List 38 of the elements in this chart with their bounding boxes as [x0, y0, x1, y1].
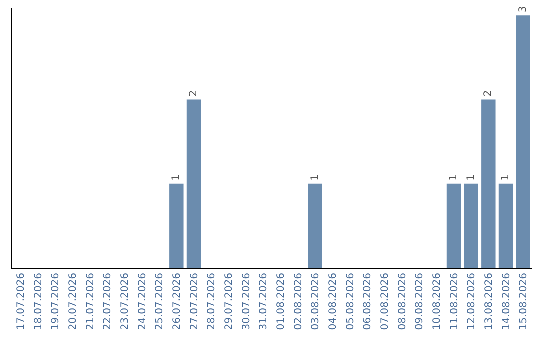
x-tick-label: 06.08.2026	[362, 273, 374, 330]
x-tick-label: 29.07.2026	[224, 273, 235, 330]
x-tick-label: 07.08.2026	[380, 273, 391, 330]
x-tick-label: 23.07.2026	[120, 273, 131, 330]
x-tick-label: 21.07.2026	[85, 273, 96, 330]
x-tick-label: 31.07.2026	[258, 273, 270, 330]
x-tick-label: 03.08.2026	[310, 273, 322, 330]
x-tick-label: 18.07.2026	[33, 273, 44, 330]
x-tick-label: 30.07.2026	[241, 273, 252, 330]
x-tick-label: 01.08.2026	[276, 273, 287, 330]
x-tick-label: 17.07.2026	[16, 273, 27, 330]
data-label: 1	[466, 174, 477, 181]
x-tick-label: 10.08.2026	[432, 273, 443, 330]
x-tick-label: 24.07.2026	[137, 273, 148, 330]
x-tick-label: 26.07.2026	[172, 273, 183, 330]
x-tick-label: 13.08.2026	[484, 273, 495, 330]
data-label: 1	[171, 174, 182, 181]
x-tick-label: 28.07.2026	[206, 273, 218, 330]
x-tick-label: 19.07.2026	[50, 273, 62, 330]
data-label: 1	[310, 174, 321, 181]
x-tick-label: 12.08.2026	[466, 273, 478, 330]
x-tick-label: 04.08.2026	[328, 273, 339, 330]
x-tick-label: 11.08.2026	[449, 273, 460, 330]
x-tick-label: 22.07.2026	[102, 273, 114, 330]
x-tick-label: 05.08.2026	[345, 273, 356, 330]
x-tick-label: 09.08.2026	[414, 273, 426, 330]
x-tick-label: 25.07.2026	[154, 273, 166, 330]
data-label: 2	[188, 90, 200, 97]
data-label: 1	[500, 174, 512, 181]
x-tick-label: 08.08.2026	[397, 273, 408, 330]
data-label: 3	[518, 6, 529, 13]
x-tick-label: 14.08.2026	[501, 273, 512, 330]
x-tick-label: 20.07.2026	[68, 273, 79, 330]
data-label: 2	[483, 90, 494, 97]
data-label: 1	[448, 174, 460, 181]
x-tick-label: 02.08.2026	[293, 273, 304, 330]
x-tick-label: 27.07.2026	[189, 273, 200, 330]
x-tick-label: 15.08.2026	[518, 273, 530, 330]
